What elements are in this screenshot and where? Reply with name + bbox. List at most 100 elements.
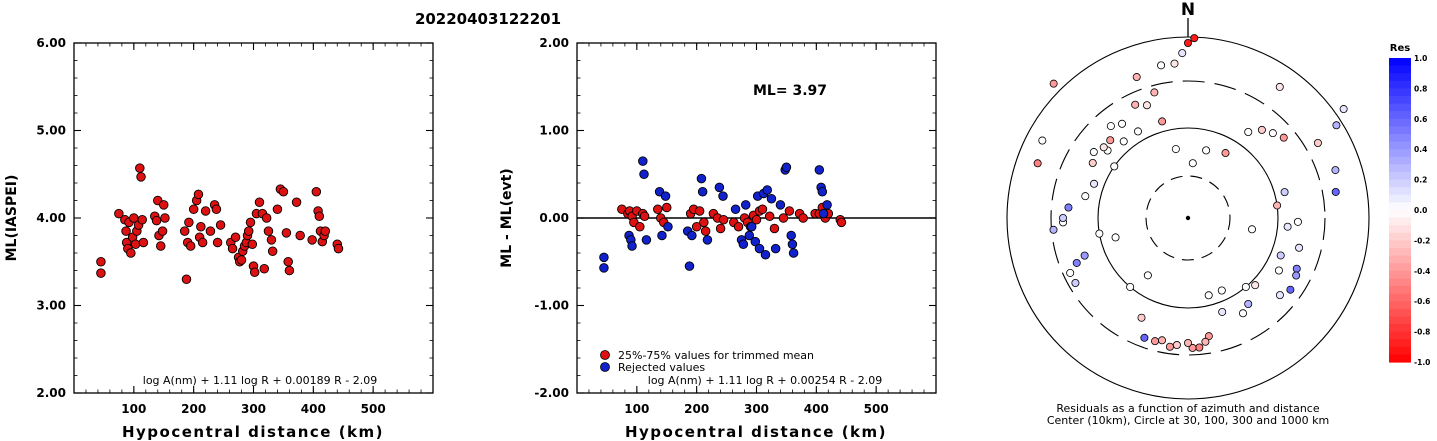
- colorbar-tick-label: -0.8: [1414, 328, 1430, 337]
- station-point: [1280, 188, 1289, 197]
- data-point: [211, 204, 222, 214]
- y-tick-label: 2.00: [36, 386, 66, 400]
- trimmed-point: [784, 206, 795, 216]
- station-point: [1119, 137, 1128, 146]
- rejected-point: [714, 182, 725, 193]
- data-point: [236, 255, 247, 265]
- station-point: [1131, 100, 1140, 109]
- ylabel-1: ML(IASPEI): [4, 175, 20, 262]
- colorbar-tick-label: 0.8: [1414, 84, 1427, 93]
- station-point: [1331, 187, 1340, 196]
- data-point: [212, 237, 223, 248]
- station-point: [1217, 286, 1226, 295]
- data-point: [156, 241, 166, 251]
- ylabel-2: ML - ML(evt): [499, 168, 515, 267]
- y-ticks-2: -2.00 -1.00 0.00 1.00 2.00: [534, 36, 936, 400]
- data-point: [243, 226, 254, 236]
- data-point: [114, 208, 124, 219]
- rejected-point: [696, 173, 707, 184]
- data-point: [160, 213, 170, 223]
- figure-title: 20220403122201: [415, 10, 561, 28]
- y-tick-label: 2.00: [539, 36, 569, 50]
- station-point: [1118, 119, 1127, 128]
- rejected-point: [788, 248, 799, 258]
- rejected-point: [770, 243, 781, 254]
- station-point: [1339, 105, 1348, 114]
- data-point: [283, 257, 293, 267]
- data-point: [227, 243, 238, 254]
- rejected-point: [750, 236, 761, 247]
- x-ticks-1: 100 200 300 400 500: [73, 43, 434, 416]
- station-point: [1295, 243, 1304, 252]
- colorbar-band: [1389, 202, 1411, 211]
- station-point: [1184, 39, 1193, 48]
- data-point: [314, 211, 325, 221]
- trimmed-point: [733, 221, 744, 232]
- colorbar-ticks: 1.0 0.8 0.6 0.4 0.2 0.0 -0.2 -0.4 -0.6 -0.8 -1.0: [1414, 54, 1430, 367]
- station-point: [1132, 73, 1141, 82]
- station-point: [1201, 337, 1210, 346]
- legend-label-rejected: Rejected values: [618, 361, 705, 374]
- data-point: [197, 237, 208, 248]
- colorbar-band: [1389, 88, 1411, 97]
- colorbar-tick-label: 1.0: [1414, 54, 1427, 63]
- trimmed-point: [699, 217, 709, 228]
- data-point: [320, 226, 331, 236]
- colorbar-band: [1389, 156, 1411, 165]
- points-2: [599, 156, 847, 273]
- colorbar-band: [1389, 80, 1411, 89]
- ring-300km: [1050, 80, 1326, 356]
- data-point: [151, 215, 162, 226]
- colorbar-band: [1389, 324, 1411, 333]
- data-point: [247, 239, 258, 249]
- colorbar-title: Res: [1390, 43, 1410, 54]
- data-point: [230, 232, 241, 242]
- data-point: [278, 186, 289, 197]
- trimmed-point: [662, 202, 672, 213]
- stations-polar: [1033, 34, 1348, 352]
- center-point: [1185, 215, 1191, 221]
- rejected-point: [818, 208, 829, 219]
- station-point: [1126, 282, 1135, 291]
- colorbar-band: [1389, 126, 1411, 135]
- colorbar-band: [1389, 65, 1411, 74]
- data-point: [261, 213, 272, 223]
- x-tick-label: 100: [624, 402, 649, 416]
- station-point: [1106, 122, 1115, 131]
- station-point: [1202, 146, 1211, 155]
- colorbar-band: [1389, 270, 1411, 279]
- station-point: [1064, 203, 1073, 212]
- station-point: [1059, 213, 1068, 222]
- rejected-point: [817, 186, 828, 197]
- station-point: [1178, 49, 1187, 58]
- trimmed-point: [751, 214, 762, 225]
- rejected-point: [599, 263, 609, 273]
- station-point: [1293, 217, 1302, 226]
- station-point: [1275, 82, 1284, 91]
- data-point: [205, 226, 216, 236]
- data-point: [96, 257, 106, 267]
- station-point: [1244, 300, 1253, 309]
- colorbar-band: [1389, 240, 1411, 249]
- rejected-point: [718, 191, 728, 201]
- station-point: [1195, 343, 1204, 352]
- colorbar-band: [1389, 354, 1411, 363]
- trimmed-point: [778, 213, 789, 223]
- colorbar-band: [1389, 217, 1411, 226]
- station-point: [1140, 333, 1149, 342]
- rejected-point: [786, 230, 796, 241]
- rejected-point: [638, 156, 648, 166]
- colorbar-bands: [1389, 58, 1411, 363]
- colorbar-band: [1389, 339, 1411, 348]
- colorbar-band: [1389, 232, 1411, 241]
- rejected-point: [663, 221, 673, 232]
- x-tick-label: 400: [301, 402, 326, 416]
- station-point: [1244, 127, 1253, 136]
- x-tick-label: 400: [804, 402, 829, 416]
- colorbar-band: [1389, 73, 1411, 82]
- station-point: [1292, 271, 1301, 280]
- station-point: [1089, 148, 1098, 157]
- rejected-point: [639, 169, 649, 179]
